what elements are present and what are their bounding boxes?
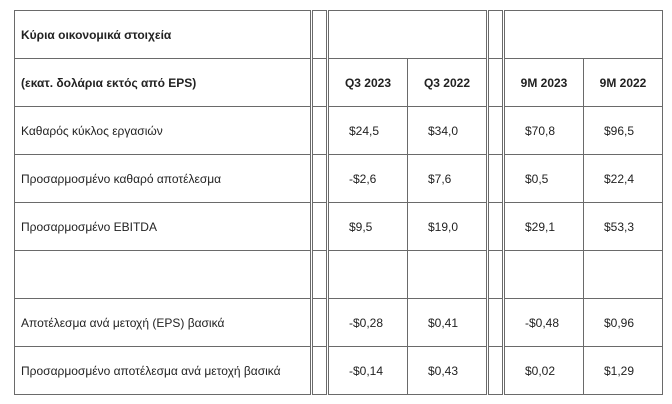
- spacer: [486, 250, 505, 299]
- value-cell: -$0,14: [327, 346, 408, 395]
- financial-table: Κύρια οικονομικά στοιχεία (εκατ. δολάρια…: [14, 10, 663, 395]
- value-cell: -$0,28: [327, 298, 408, 347]
- cell: [503, 250, 584, 299]
- value-cell: $22,4: [583, 154, 663, 203]
- value-cell: $0,41: [407, 298, 488, 347]
- data-row: Προσαρμοσμένο αποτέλεσμα ανά μετοχή βασι…: [14, 346, 663, 395]
- row-label: Καθαρός κύκλος εργασιών: [14, 106, 312, 155]
- spacer: [486, 202, 505, 251]
- value-cell: $0,02: [503, 346, 584, 395]
- value-cell: $34,0: [407, 106, 488, 155]
- row-label: Προσαρμοσμένο αποτέλεσμα ανά μετοχή βασι…: [14, 346, 312, 395]
- cell: [14, 250, 312, 299]
- title-row: Κύρια οικονομικά στοιχεία: [14, 10, 663, 59]
- value-cell: $0,96: [583, 298, 663, 347]
- table-subtitle: (εκατ. δολάρια εκτός από EPS): [14, 58, 312, 107]
- column-header: Q3 2022: [407, 58, 488, 107]
- cell: [407, 250, 488, 299]
- spacer: [310, 250, 329, 299]
- value-cell: $0,5: [503, 154, 584, 203]
- cell: [583, 250, 663, 299]
- value-cell: $96,5: [583, 106, 663, 155]
- spacer: [310, 298, 329, 347]
- data-row: Προσαρμοσμένο EBITDA $9,5 $19,0 $29,1 $53,3: [14, 202, 663, 251]
- spacer: [486, 58, 505, 107]
- data-row: Καθαρός κύκλος εργασιών $24,5 $34,0 $70,8 $9…: [14, 106, 663, 155]
- value-cell: $1,29: [583, 346, 663, 395]
- spacer: [310, 202, 329, 251]
- spacer: [310, 10, 329, 59]
- value-cell: -$2,6: [327, 154, 408, 203]
- value-cell: $24,5: [327, 106, 408, 155]
- spacer: [310, 154, 329, 203]
- value-cell: -$0,48: [503, 298, 584, 347]
- data-row: Αποτέλεσμα ανά μετοχή (EPS) βασικά -$0,28…: [14, 298, 663, 347]
- spacer: [486, 298, 505, 347]
- data-row: [14, 250, 663, 299]
- cell: [327, 250, 408, 299]
- spacer: [486, 106, 505, 155]
- spacer: [310, 346, 329, 395]
- data-row: Προσαρμοσμένο καθαρό αποτέλεσμα -$2,6 $7,6…: [14, 154, 663, 203]
- cell: [503, 10, 663, 59]
- spacer: [310, 58, 329, 107]
- value-cell: $70,8: [503, 106, 584, 155]
- value-cell: $29,1: [503, 202, 584, 251]
- spacer: [486, 154, 505, 203]
- spacer: [486, 10, 505, 59]
- value-cell: $53,3: [583, 202, 663, 251]
- spacer: [486, 346, 505, 395]
- spacer: [310, 106, 329, 155]
- value-cell: $9,5: [327, 202, 408, 251]
- column-header: 9M 2023: [503, 58, 584, 107]
- column-header: 9M 2022: [583, 58, 663, 107]
- row-label: Αποτέλεσμα ανά μετοχή (EPS) βασικά: [14, 298, 312, 347]
- column-header: Q3 2023: [327, 58, 408, 107]
- value-cell: $19,0: [407, 202, 488, 251]
- table-title: Κύρια οικονομικά στοιχεία: [14, 10, 312, 59]
- row-label: Προσαρμοσμένο EBITDA: [14, 202, 312, 251]
- row-label: Προσαρμοσμένο καθαρό αποτέλεσμα: [14, 154, 312, 203]
- header-row: (εκατ. δολάρια εκτός από EPS) Q3 2023 Q3…: [14, 58, 663, 107]
- value-cell: $0,43: [407, 346, 488, 395]
- value-cell: $7,6: [407, 154, 488, 203]
- cell: [327, 10, 488, 59]
